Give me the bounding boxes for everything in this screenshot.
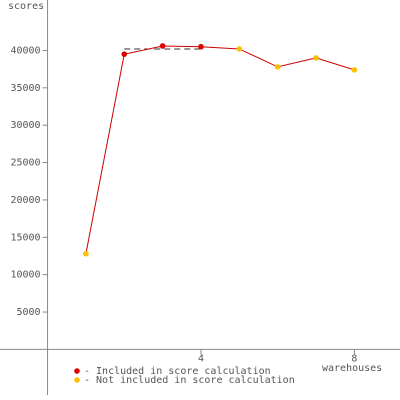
y-tick-label: 15000	[10, 232, 40, 243]
point	[198, 43, 204, 50]
x-tick-label: 4	[198, 353, 204, 364]
y-tick-label: 10000	[10, 270, 40, 281]
y-tick-label: 35000	[10, 83, 40, 94]
point	[236, 46, 243, 52]
point	[313, 55, 319, 61]
point	[351, 67, 358, 73]
y-tick-label: 30000	[10, 120, 40, 131]
y-tick-label: 5000	[16, 307, 40, 318]
y-tick-label: 40000	[10, 45, 40, 56]
point	[159, 43, 166, 49]
legend-marker	[74, 377, 80, 383]
point	[121, 51, 128, 57]
y-tick-label: 20000	[10, 195, 40, 206]
y-tick-label: 25000	[10, 158, 40, 169]
x-axis-label: warehouses	[322, 363, 382, 374]
legend-label: - Included in score calculation	[84, 366, 271, 377]
y-axis-label: scores	[8, 1, 44, 12]
legend-label: - Not included in score calculation	[84, 375, 295, 386]
x-tick-label: 8	[351, 353, 357, 364]
point	[83, 250, 89, 257]
legend-marker	[74, 368, 80, 374]
point	[274, 64, 281, 70]
line	[85, 45, 355, 254]
